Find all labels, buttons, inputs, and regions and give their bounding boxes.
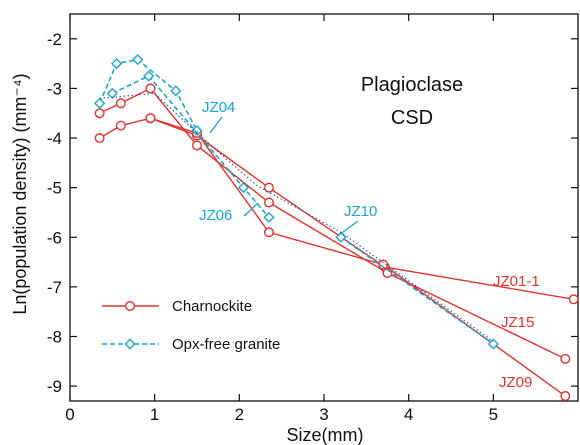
y-tick-label: -4 [47,129,62,148]
x-tick-label: 2 [235,405,244,424]
data-point [263,227,274,238]
chart-subtitle: CSD [391,107,433,129]
data-point [94,97,106,109]
y-tick-label: -6 [47,228,62,247]
data-point [115,120,126,131]
data-point [237,182,250,194]
chart-title: Plagioclase [361,74,463,96]
x-axis-label: Size(mm) [287,425,364,445]
data-point [191,140,202,151]
data-point [487,338,499,350]
legend-marker-charnockite [124,301,135,312]
y-tick-label: -2 [47,30,62,49]
series-label-jz06: JZ06 [199,207,232,224]
data-point [170,85,182,97]
data-point [94,133,105,144]
y-tick-label: -8 [47,328,62,347]
y-tick-label: -7 [47,278,62,297]
x-tick-label: 4 [404,405,413,424]
data-point [110,58,123,70]
legend-label-opx-free-granite: Opx-free granite [172,336,280,353]
series-line [111,75,270,218]
data-point [263,197,274,208]
x-tick-label: 1 [150,405,159,424]
legend-marker-opx-free-granite [124,338,136,350]
data-point [560,391,571,402]
x-tick-label: 5 [489,405,498,424]
data-point [191,125,203,137]
data-point [115,98,126,109]
series-label-jz10: JZ10 [344,203,377,220]
y-axis-label: Ln(population density) (mm⁻⁴) [10,73,30,314]
data-point [378,259,389,270]
series-jz04 [94,54,203,137]
data-point [143,70,155,82]
series-label-jz04: JZ04 [202,99,235,116]
data-point [94,108,105,119]
series-jz09 [145,113,571,402]
y-tick-label: -5 [47,179,62,198]
trend-line [99,92,494,342]
data-point [132,54,144,66]
legend-label-charnockite: Charnockite [172,298,252,315]
series-label-jz01-1: JZ01-1 [493,273,540,290]
x-tick-label: 3 [319,405,328,424]
series-line [340,236,494,345]
label-leader [209,116,223,134]
data-point [106,87,118,99]
data-point [145,113,156,124]
label-leader [338,220,359,236]
data-point [263,211,275,224]
data-point [335,231,347,243]
series-jz10 [335,231,499,350]
data-point [145,83,156,94]
data-point [263,182,274,193]
series-label-jz09: JZ09 [499,374,532,391]
series-jz06 [106,70,275,224]
data-point [560,353,571,364]
y-tick-label: -3 [47,79,62,98]
y-tick-label: -9 [47,377,62,396]
x-tick-label: 0 [65,405,74,424]
label-leader [243,202,259,217]
legend: Charnockite Opx-free granite [102,298,280,353]
series-label-jz15: JZ15 [501,314,534,331]
data-point [568,294,579,305]
